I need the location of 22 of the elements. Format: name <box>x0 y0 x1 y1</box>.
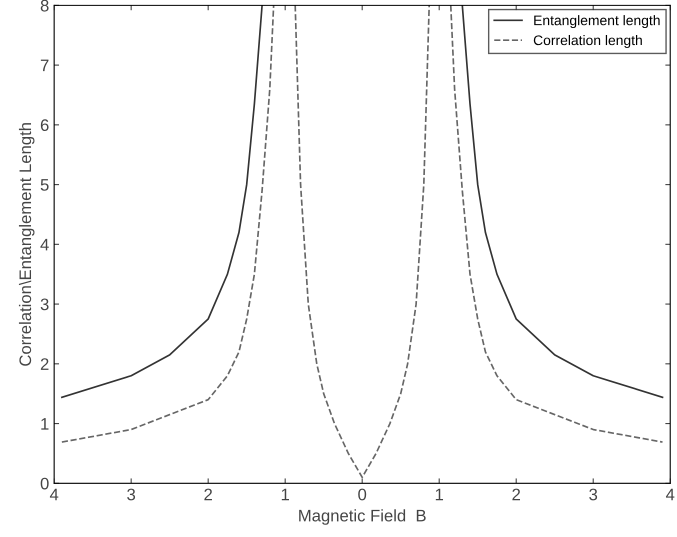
x-tick-label: 4 <box>666 488 674 500</box>
x-tick-label: 3 <box>589 488 598 500</box>
y-tick-label: 7 <box>40 60 48 72</box>
x-tick-label: 2 <box>204 488 212 500</box>
x-tick-label: 1 <box>282 488 290 500</box>
y-tick-label: 2 <box>40 358 48 370</box>
y-tick-label: 5 <box>40 179 49 191</box>
x-axis-title: Magnetic Field B <box>299 509 426 525</box>
x-tick-label: 1 <box>436 488 444 500</box>
y-axis-title: Correlation\Entanglement Length <box>18 123 34 366</box>
y-tick-label: 4 <box>40 238 49 250</box>
y-tick-label: 0 <box>40 478 49 490</box>
legend-label: Correlation length <box>534 34 642 48</box>
x-tick-label: 4 <box>50 488 58 500</box>
x-tick-label: 2 <box>512 488 520 500</box>
y-tick-label: 1 <box>41 418 48 430</box>
x-tick-label: 0 <box>358 488 366 500</box>
y-tick-label: 8 <box>40 0 49 12</box>
y-tick-label: 3 <box>40 298 49 310</box>
legend-label: Entanglement length <box>534 15 660 28</box>
y-tick-label: 6 <box>40 119 49 132</box>
x-tick-label: 3 <box>127 488 136 500</box>
